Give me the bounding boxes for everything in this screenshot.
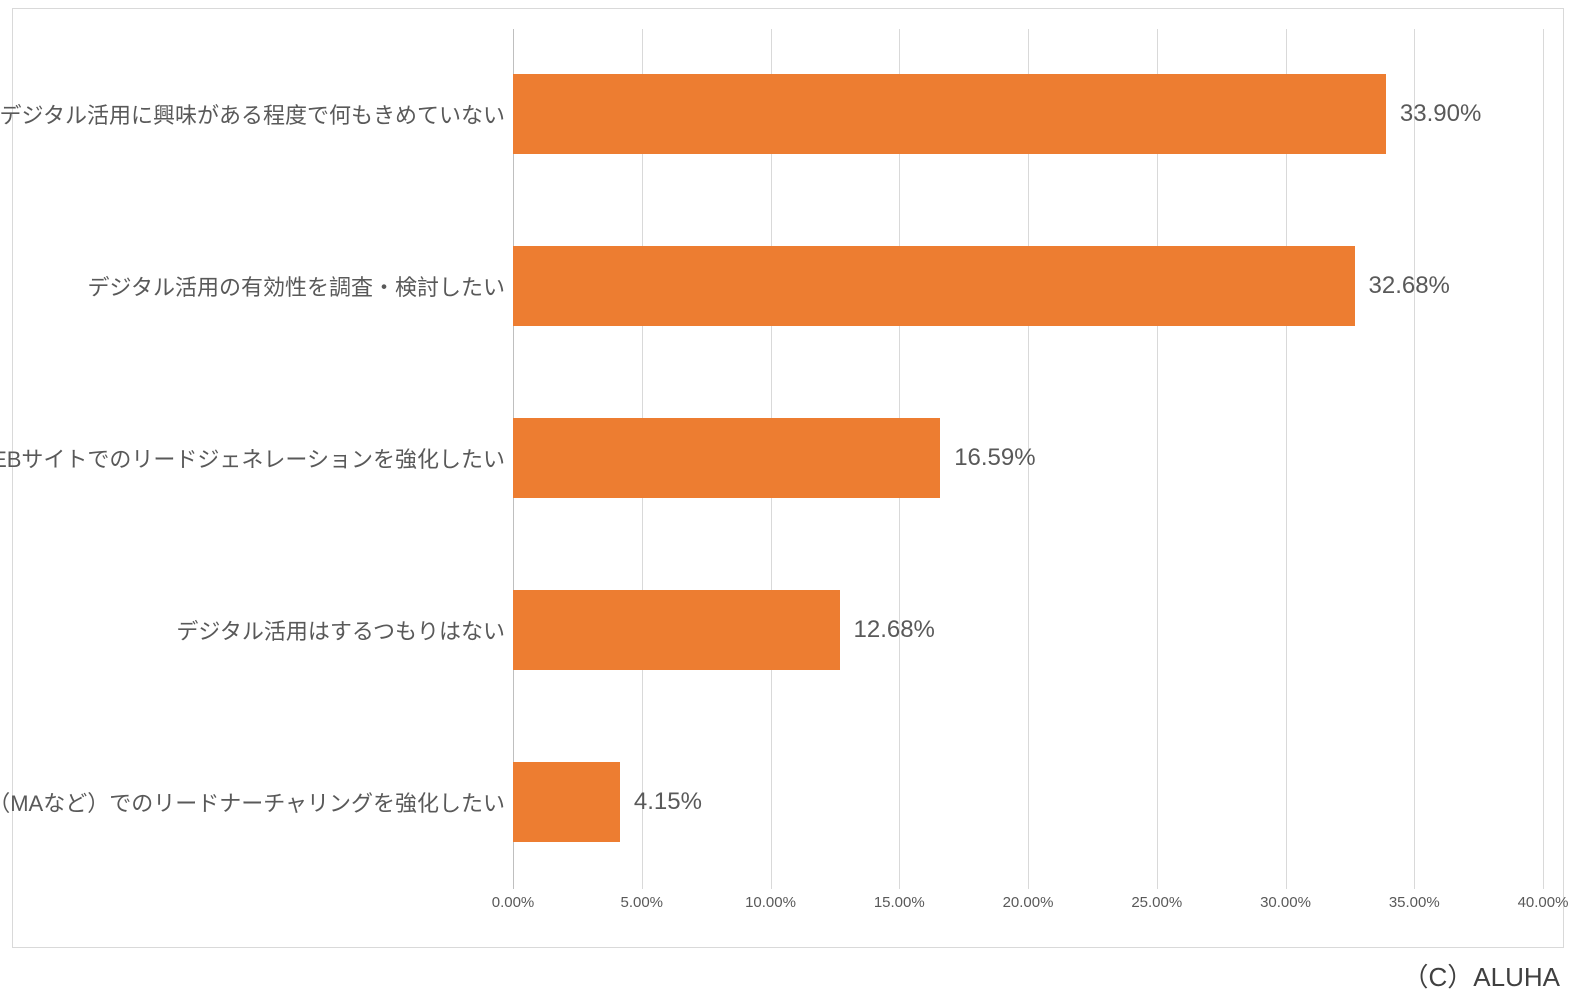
copyright-label: （C）ALUHA bbox=[1403, 957, 1560, 994]
x-tick-label: 25.00% bbox=[1131, 894, 1182, 911]
x-tick-label: 5.00% bbox=[620, 894, 663, 911]
x-tick-label: 20.00% bbox=[1003, 894, 1054, 911]
chart-frame: 0.00% 5.00% 10.00% 15.00% 20.00% 25.00% 30.00%… bbox=[12, 8, 1564, 948]
x-tick-label: 35.00% bbox=[1389, 894, 1440, 911]
bar bbox=[513, 246, 1355, 326]
bar-row: デジタル活用はするつもりはない 12.68% bbox=[13, 590, 1563, 670]
page: 0.00% 5.00% 10.00% 15.00% 20.00% 25.00% 30.00%… bbox=[0, 0, 1578, 1000]
bar-row: メール（MAなど）でのリードナーチャリングを強化したい4.15% bbox=[13, 762, 1563, 842]
value-label: 4.15% bbox=[634, 788, 702, 816]
x-tick-label: 0.00% bbox=[492, 894, 535, 911]
value-label: 12.68% bbox=[854, 616, 935, 644]
bar bbox=[513, 590, 840, 670]
bar-row: デジタル活用に興味がある程度で何もきめていない33.90% bbox=[13, 74, 1563, 154]
bar bbox=[513, 418, 940, 498]
category-label: メール（MAなど）でのリードナーチャリングを強化したい bbox=[0, 786, 505, 818]
category-label: デジタル活用はするつもりはない bbox=[176, 614, 505, 646]
bar-row: デジタル活用の有効性を調査・検討したい 32.68% bbox=[13, 246, 1563, 326]
value-label: 33.90% bbox=[1400, 100, 1481, 128]
category-label: WEBサイトでのリードジェネレーションを強化したい bbox=[0, 442, 505, 474]
x-tick-label: 40.00% bbox=[1518, 894, 1569, 911]
x-tick-label: 10.00% bbox=[745, 894, 796, 911]
category-label: デジタル活用の有効性を調査・検討したい bbox=[87, 270, 505, 302]
value-label: 16.59% bbox=[954, 444, 1035, 472]
bar-row: WEBサイトでのリードジェネレーションを強化したい16.59% bbox=[13, 418, 1563, 498]
bar bbox=[513, 74, 1386, 154]
bar bbox=[513, 762, 620, 842]
x-tick-label: 15.00% bbox=[874, 894, 925, 911]
value-label: 32.68% bbox=[1369, 272, 1450, 300]
category-label: デジタル活用に興味がある程度で何もきめていない bbox=[0, 98, 505, 130]
x-tick-label: 30.00% bbox=[1260, 894, 1311, 911]
